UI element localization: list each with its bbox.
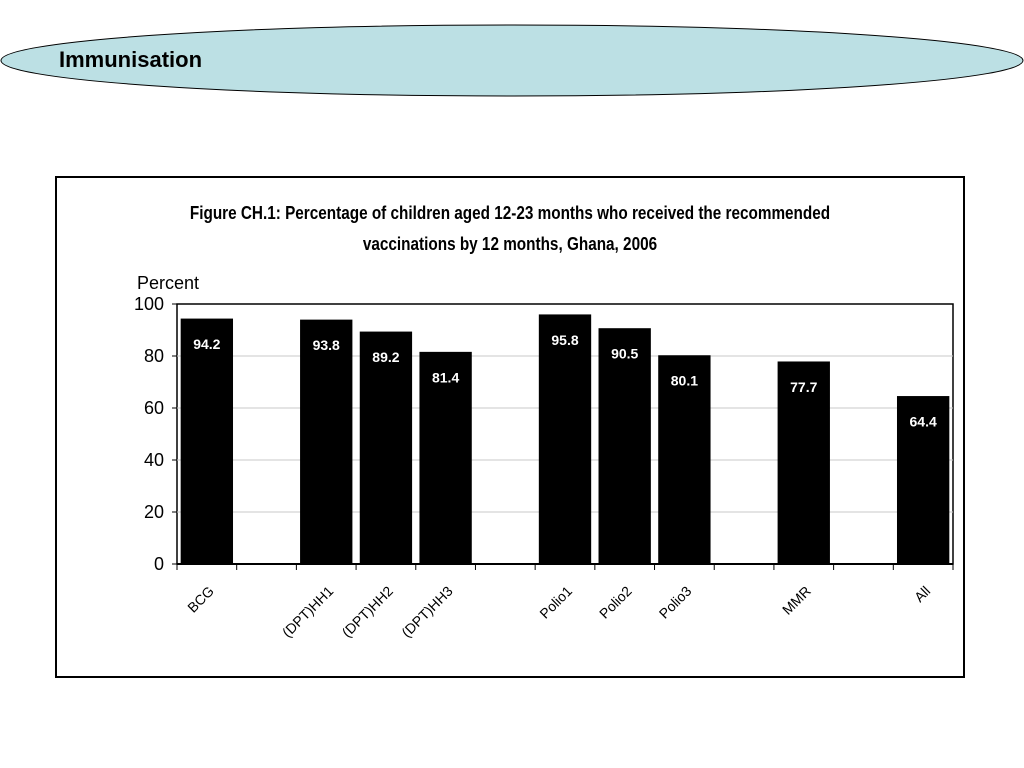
y-axis-label: Percent: [137, 273, 199, 293]
data-label: 77.7: [790, 379, 817, 395]
bar-polio2: [598, 328, 651, 565]
x-tick-label: Polio1: [536, 583, 575, 622]
x-tick-label: All: [911, 583, 933, 605]
bar-polio3: [658, 355, 711, 565]
page-title: Immunisation: [59, 47, 203, 72]
y-tick-label: 80: [144, 346, 164, 366]
bar-mmr: [777, 361, 830, 565]
data-label: 64.4: [910, 414, 937, 430]
x-tick-label: BCG: [184, 583, 217, 616]
data-label: 81.4: [432, 369, 459, 385]
x-tick-label: Polio2: [596, 583, 635, 622]
x-tick-label: (DPT)HH1: [279, 583, 337, 641]
bar-dpthh2: [359, 331, 413, 565]
data-label: 93.8: [313, 337, 340, 353]
bar-all: [896, 396, 950, 565]
x-tick-label: MMR: [779, 583, 814, 618]
x-tick-label: Polio3: [656, 583, 695, 622]
x-tick-label: (DPT)HH3: [398, 583, 456, 641]
y-tick-label: 20: [144, 502, 164, 522]
data-label: 89.2: [372, 349, 399, 365]
x-tick-label: (DPT)HH2: [339, 583, 397, 641]
y-tick-label: 0: [154, 554, 164, 574]
data-label: 95.8: [551, 332, 578, 348]
bar-dpthh3: [419, 351, 472, 565]
y-tick-label: 100: [134, 294, 164, 314]
chart-title-line-1: Figure CH.1: Percentage of children aged…: [189, 203, 831, 223]
chart-title: Figure CH.1: Percentage of children aged…: [125, 198, 895, 260]
data-label: 94.2: [193, 336, 220, 352]
chart-title-line-2: vaccinations by 12 months, Ghana, 2006: [362, 234, 658, 254]
bar-polio1: [538, 314, 592, 565]
data-label: 90.5: [611, 346, 638, 362]
y-tick-label: 40: [144, 450, 164, 470]
y-tick-label: 60: [144, 398, 164, 418]
bar-bcg: [180, 318, 234, 565]
header-banner: [0, 24, 1024, 97]
bar-dpthh1: [300, 319, 353, 565]
data-label: 80.1: [671, 373, 698, 389]
